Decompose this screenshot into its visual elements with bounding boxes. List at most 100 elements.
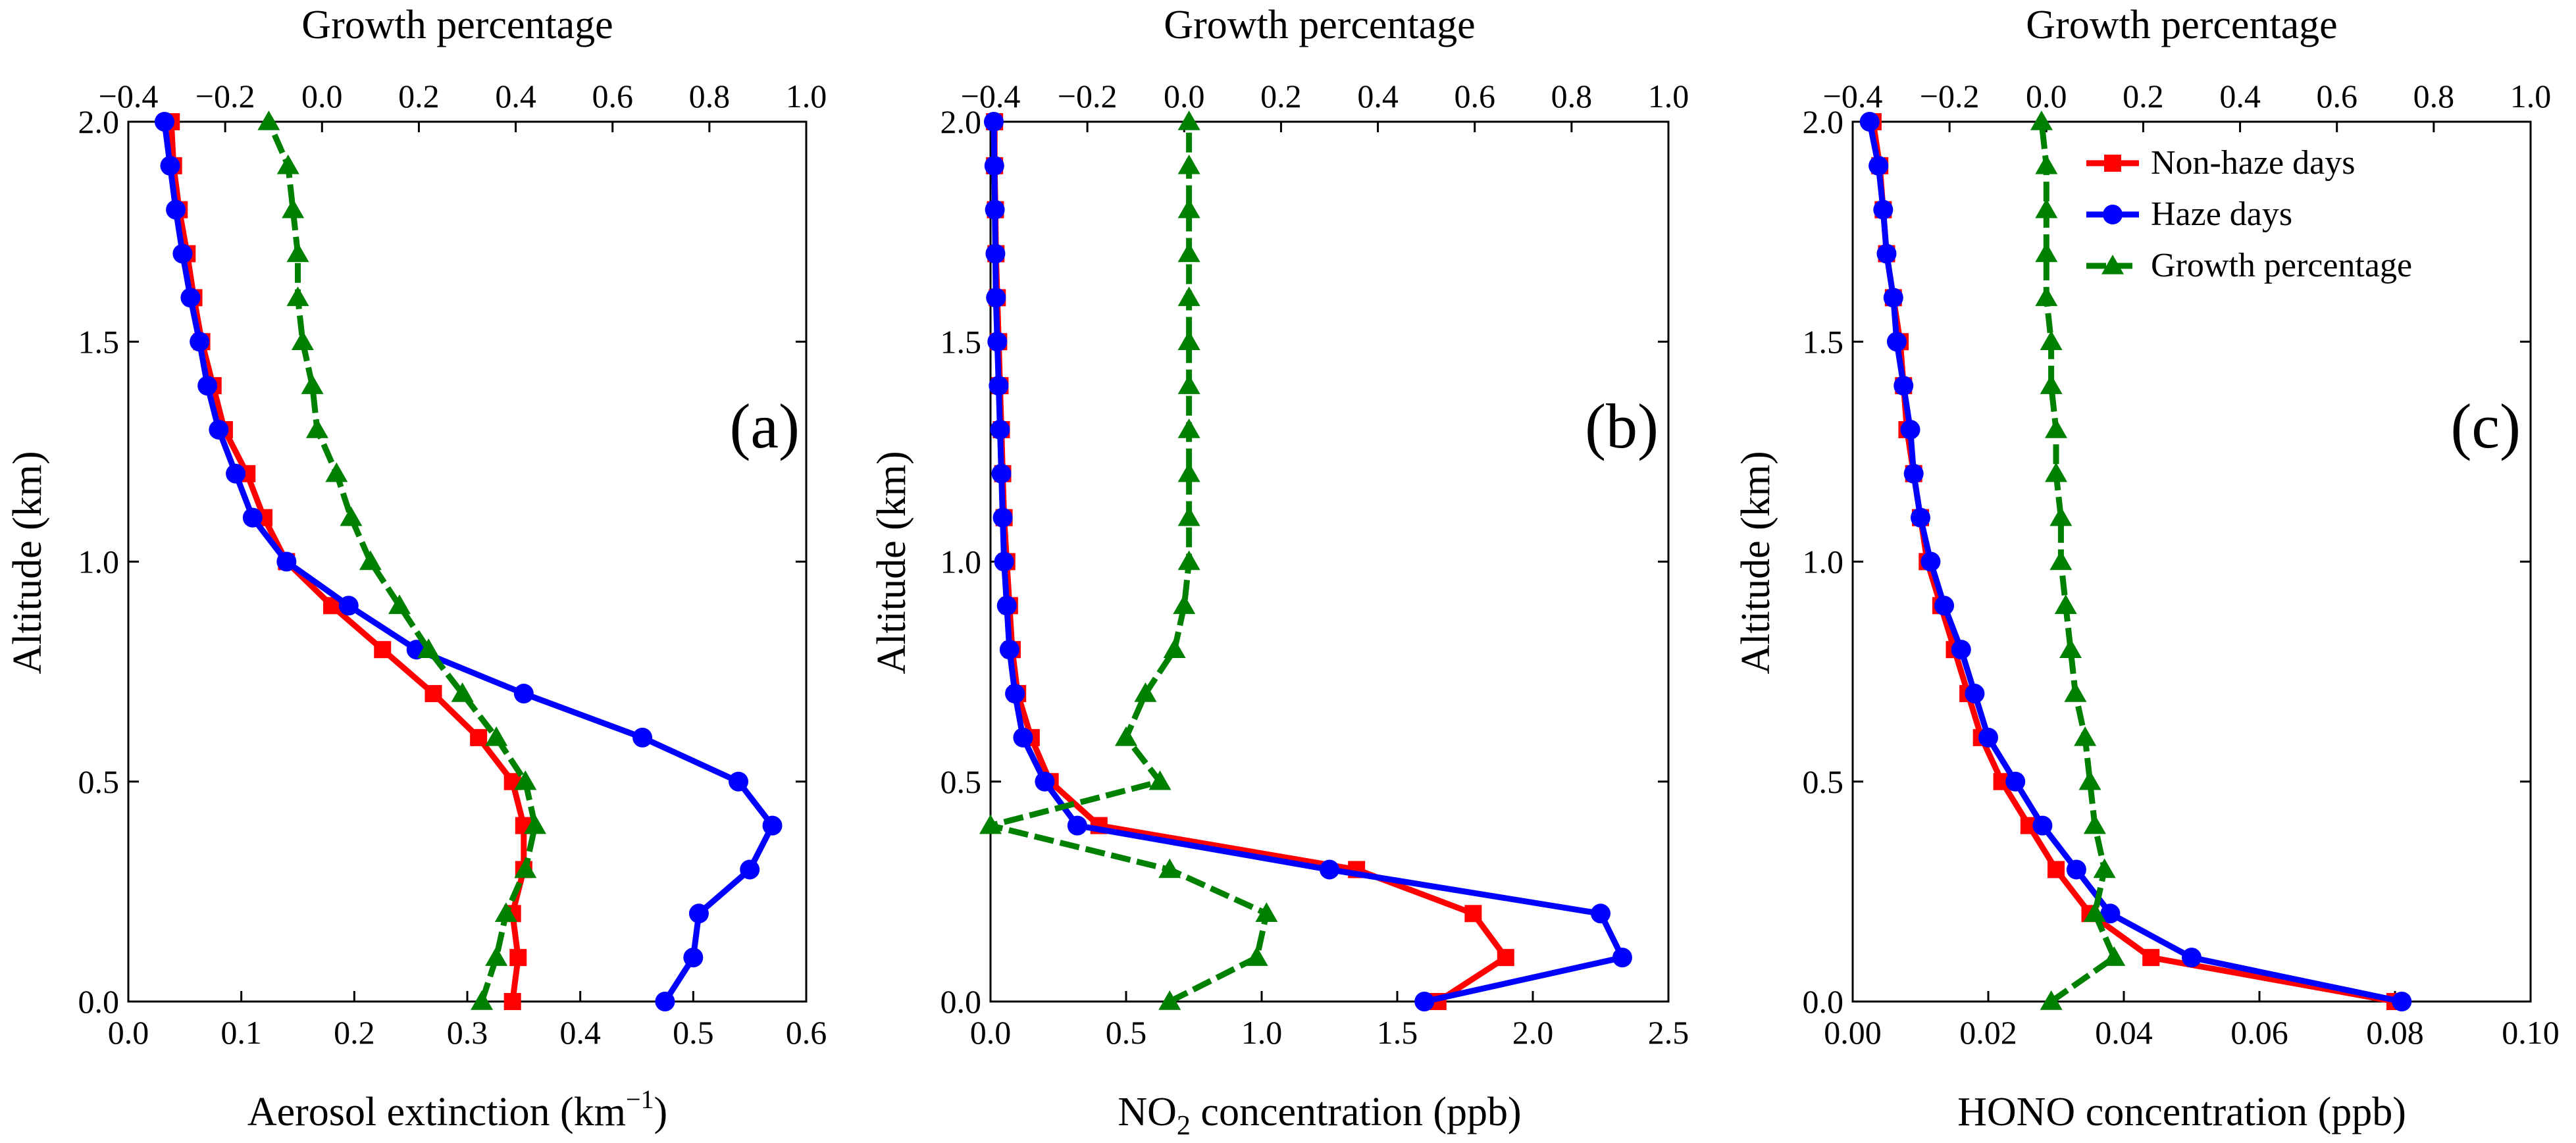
panel-b-series-line-growth-percentage bbox=[987, 122, 1270, 1005]
panel-a-top-xtick-label: 0.4 bbox=[495, 78, 536, 114]
panel-c-point-haze-days bbox=[1903, 463, 1924, 484]
panel-c-point-haze-days bbox=[1886, 332, 1907, 352]
panel-c-point-non-haze-days bbox=[2048, 861, 2065, 878]
panel-a-point-haze-days bbox=[160, 155, 180, 176]
panel-c-top-xtick-label: 0.2 bbox=[2123, 78, 2164, 114]
panel-b-top-xtick-label: 0.6 bbox=[1454, 78, 1495, 114]
panel-c-point-growth-percentage bbox=[2049, 506, 2073, 526]
panel-b-xtick-label: 0.5 bbox=[1106, 1014, 1147, 1051]
panel-a-top-xtick-label: −0.4 bbox=[99, 78, 159, 114]
panel-a-point-haze-days bbox=[762, 815, 783, 836]
panel-a-point-non-haze-days bbox=[374, 641, 392, 659]
panel-a-point-haze-days bbox=[338, 596, 359, 616]
panel-b-point-haze-days bbox=[983, 112, 1004, 132]
panel-a-top-xtick-label: 0.8 bbox=[689, 78, 731, 114]
panel-c-point-haze-days bbox=[2182, 948, 2202, 968]
panel-a-point-haze-days bbox=[632, 727, 653, 748]
panel-c-xtick-label: 0.00 bbox=[1824, 1014, 1882, 1051]
panel-a-xtick-label: 0.4 bbox=[559, 1014, 601, 1051]
legend-entry-growth bbox=[2086, 255, 2139, 274]
panel-c-point-haze-days bbox=[1965, 684, 1985, 704]
panel-a: Growth percentage Altitude (km) Aerosol … bbox=[5, 3, 827, 1134]
panel-c-top-xtick-label: 0.4 bbox=[2219, 78, 2261, 114]
panel-c-point-growth-percentage bbox=[2083, 902, 2106, 923]
panel-b-point-growth-percentage bbox=[1245, 946, 1268, 966]
panel-a-point-haze-days bbox=[276, 551, 297, 572]
panel-b-point-growth-percentage bbox=[1177, 550, 1200, 571]
panel-a-top-xtick-label: 0.0 bbox=[301, 78, 343, 114]
panel-b-point-growth-percentage bbox=[1177, 462, 1200, 482]
panel-a-ytick-label: 2.0 bbox=[78, 103, 120, 140]
panel-c-point-haze-days bbox=[1859, 112, 1880, 132]
panel-a-point-growth-percentage bbox=[305, 418, 328, 438]
panel-a-xtick-label: 0.0 bbox=[108, 1014, 149, 1051]
panel-c-point-growth-percentage bbox=[2093, 858, 2116, 878]
panel-b-xtick-label: 0.0 bbox=[970, 1014, 1012, 1051]
legend-label-growth: Growth percentage bbox=[2151, 247, 2412, 284]
panel-a-point-growth-percentage bbox=[286, 286, 309, 307]
panel-c-point-haze-days bbox=[1911, 507, 1930, 528]
panel-a-point-haze-days bbox=[683, 948, 704, 968]
legend-entry-non-haze bbox=[2086, 155, 2139, 172]
panel-b-point-haze-days bbox=[996, 596, 1017, 616]
panel-a-xtick-label: 0.2 bbox=[334, 1014, 375, 1051]
panel-c-xtick-label: 0.04 bbox=[2095, 1014, 2153, 1051]
panel-a-point-haze-days bbox=[197, 376, 218, 396]
panel-b-top-xtick-label: 1.0 bbox=[1648, 78, 1689, 114]
panel-c-top-xtick-label: 0.0 bbox=[2026, 78, 2067, 114]
panel-a-point-growth-percentage bbox=[325, 462, 348, 482]
legend: Non-haze days Haze days Growth percentag… bbox=[2086, 144, 2412, 284]
panel-a-point-growth-percentage bbox=[257, 111, 280, 130]
panel-b-point-non-haze-days bbox=[1497, 949, 1514, 967]
panel-b-point-haze-days bbox=[1067, 815, 1087, 836]
panel-a-top-xtick-label: 0.2 bbox=[398, 78, 440, 114]
panel-c-point-growth-percentage bbox=[2035, 154, 2058, 174]
panel-c-top-xlabel: Growth percentage bbox=[2026, 3, 2337, 47]
panel-a-point-growth-percentage bbox=[514, 858, 537, 878]
panel-c-xtick-label: 0.02 bbox=[1959, 1014, 2017, 1051]
panel-a-point-haze-days bbox=[655, 992, 675, 1011]
panel-a-xtick-label: 0.5 bbox=[673, 1014, 714, 1051]
panel-b-point-haze-days bbox=[984, 155, 1004, 176]
panel-b-point-haze-days bbox=[1320, 859, 1339, 880]
panel-b-point-growth-percentage bbox=[1177, 198, 1200, 218]
panel-b-xlabel: NO2 concentration (ppb) bbox=[1118, 1090, 1521, 1141]
panel-c-point-haze-days bbox=[1934, 596, 1955, 616]
panel-c-point-non-haze-days bbox=[2142, 949, 2160, 967]
panel-a-xlabel-suffix: ) bbox=[654, 1090, 668, 1134]
panel-a-top-xtick-label: 0.6 bbox=[592, 78, 633, 114]
panel-a-point-growth-percentage bbox=[485, 946, 508, 966]
panel-c-point-growth-percentage bbox=[2049, 550, 2073, 571]
panel-a-point-growth-percentage bbox=[451, 682, 474, 702]
panel-c-point-haze-days bbox=[2392, 992, 2412, 1011]
panel-a-point-haze-days bbox=[513, 684, 534, 704]
panel-c-ylabel: Altitude (km) bbox=[1734, 451, 1778, 674]
panel-a-label: (a) bbox=[729, 391, 800, 461]
panel-b-top-xtick-label: 0.2 bbox=[1260, 78, 1302, 114]
panel-b-point-haze-days bbox=[999, 640, 1019, 660]
panel-a-xtick-label: 0.3 bbox=[447, 1014, 488, 1051]
panel-b-top-xtick-label: 0.4 bbox=[1357, 78, 1399, 114]
panel-c-ytick-label: 0.5 bbox=[1803, 763, 1844, 800]
panel-b-point-growth-percentage bbox=[1177, 111, 1200, 130]
panel-c-ytick-label: 1.0 bbox=[1803, 544, 1844, 580]
panel-a-point-growth-percentage bbox=[485, 726, 508, 746]
panel-b-ylabel: Altitude (km) bbox=[869, 451, 914, 674]
panel-a-ylabel: Altitude (km) bbox=[5, 451, 50, 674]
panel-a-ytick-label: 0.5 bbox=[78, 763, 120, 800]
panel-a-point-haze-days bbox=[740, 859, 760, 880]
panel-b-point-non-haze-days bbox=[1464, 905, 1482, 923]
legend-label-haze: Haze days bbox=[2151, 195, 2292, 233]
panel-c-top-xtick-label: −0.4 bbox=[1823, 78, 1883, 114]
panel-b-series-line-haze-days bbox=[991, 121, 1626, 1005]
panel-c-ytick-label: 1.5 bbox=[1803, 323, 1844, 360]
panel-b-point-haze-days bbox=[985, 243, 1006, 264]
panel-b-point-haze-days bbox=[990, 419, 1010, 440]
panel-a-point-growth-percentage bbox=[388, 594, 411, 615]
panel-a-point-haze-days bbox=[688, 903, 709, 924]
panel-b-label: (b) bbox=[1585, 391, 1659, 461]
panel-b-point-haze-days bbox=[991, 463, 1012, 484]
panel-a-point-growth-percentage bbox=[340, 506, 363, 526]
panel-a-point-haze-days bbox=[190, 332, 210, 352]
panel-c-top-xtick-label: 0.8 bbox=[2413, 78, 2455, 114]
